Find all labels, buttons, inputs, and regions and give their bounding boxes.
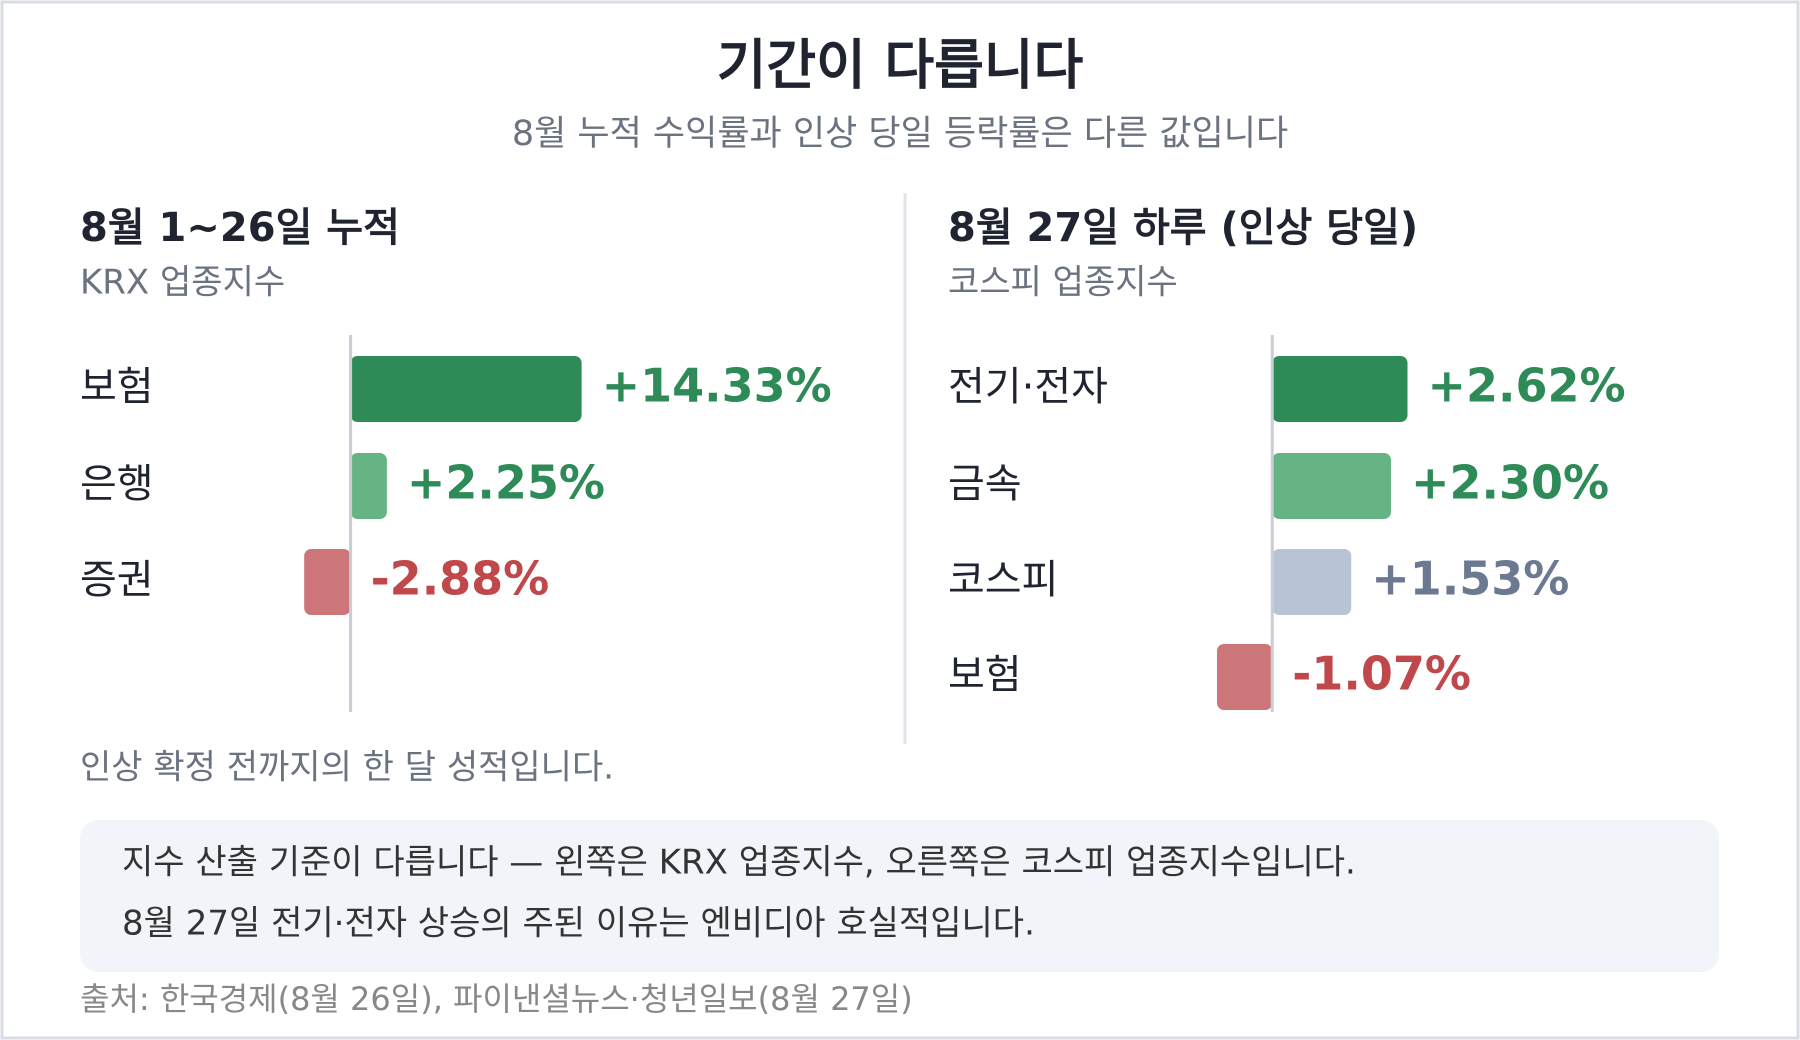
bar	[1272, 549, 1352, 615]
value-label: +2.62%	[1428, 359, 1626, 413]
category-label: 코스피	[948, 557, 1058, 603]
bar	[1272, 356, 1408, 422]
panel-note: 인상 확정 전까지의 한 달 성적입니다.	[80, 748, 614, 788]
value-label: +2.25%	[407, 456, 605, 510]
bar	[350, 356, 582, 422]
footer-box	[80, 820, 1719, 972]
bar	[304, 549, 351, 615]
bar	[1217, 644, 1273, 710]
bar	[350, 453, 387, 519]
panel-subtitle: 코스피 업종지수	[948, 263, 1178, 303]
footer-line: 지수 산출 기준이 다릅니다 — 왼쪽은 KRX 업종지수, 오른쪽은 코스피 …	[122, 843, 1356, 883]
category-label: 증권	[80, 557, 154, 603]
panel-title: 8월 27일 하루 (인상 당일)	[948, 205, 1418, 251]
value-label: +1.53%	[1371, 552, 1569, 606]
title: 기간이 다릅니다	[717, 34, 1084, 97]
bar	[1272, 453, 1391, 519]
category-label: 보험	[80, 364, 154, 410]
category-label: 은행	[80, 461, 154, 507]
value-label: -1.07%	[1292, 647, 1471, 701]
category-label: 전기·전자	[948, 364, 1108, 410]
panel-title: 8월 1~26일 누적	[80, 205, 400, 251]
source: 출처: 한국경제(8월 26일), 파이낸셜뉴스·청년일보(8월 27일)	[80, 980, 913, 1018]
footer-line: 8월 27일 전기·전자 상승의 주된 이유는 엔비디아 호실적입니다.	[122, 904, 1035, 944]
category-label: 보험	[948, 652, 1022, 698]
value-label: +14.33%	[602, 359, 832, 413]
panel-subtitle: KRX 업종지수	[80, 263, 285, 303]
subtitle: 8월 누적 수익률과 인상 당일 등락률은 다른 값입니다	[512, 114, 1288, 154]
category-label: 금속	[948, 461, 1022, 507]
value-label: -2.88%	[371, 552, 550, 606]
value-label: +2.30%	[1411, 456, 1609, 510]
